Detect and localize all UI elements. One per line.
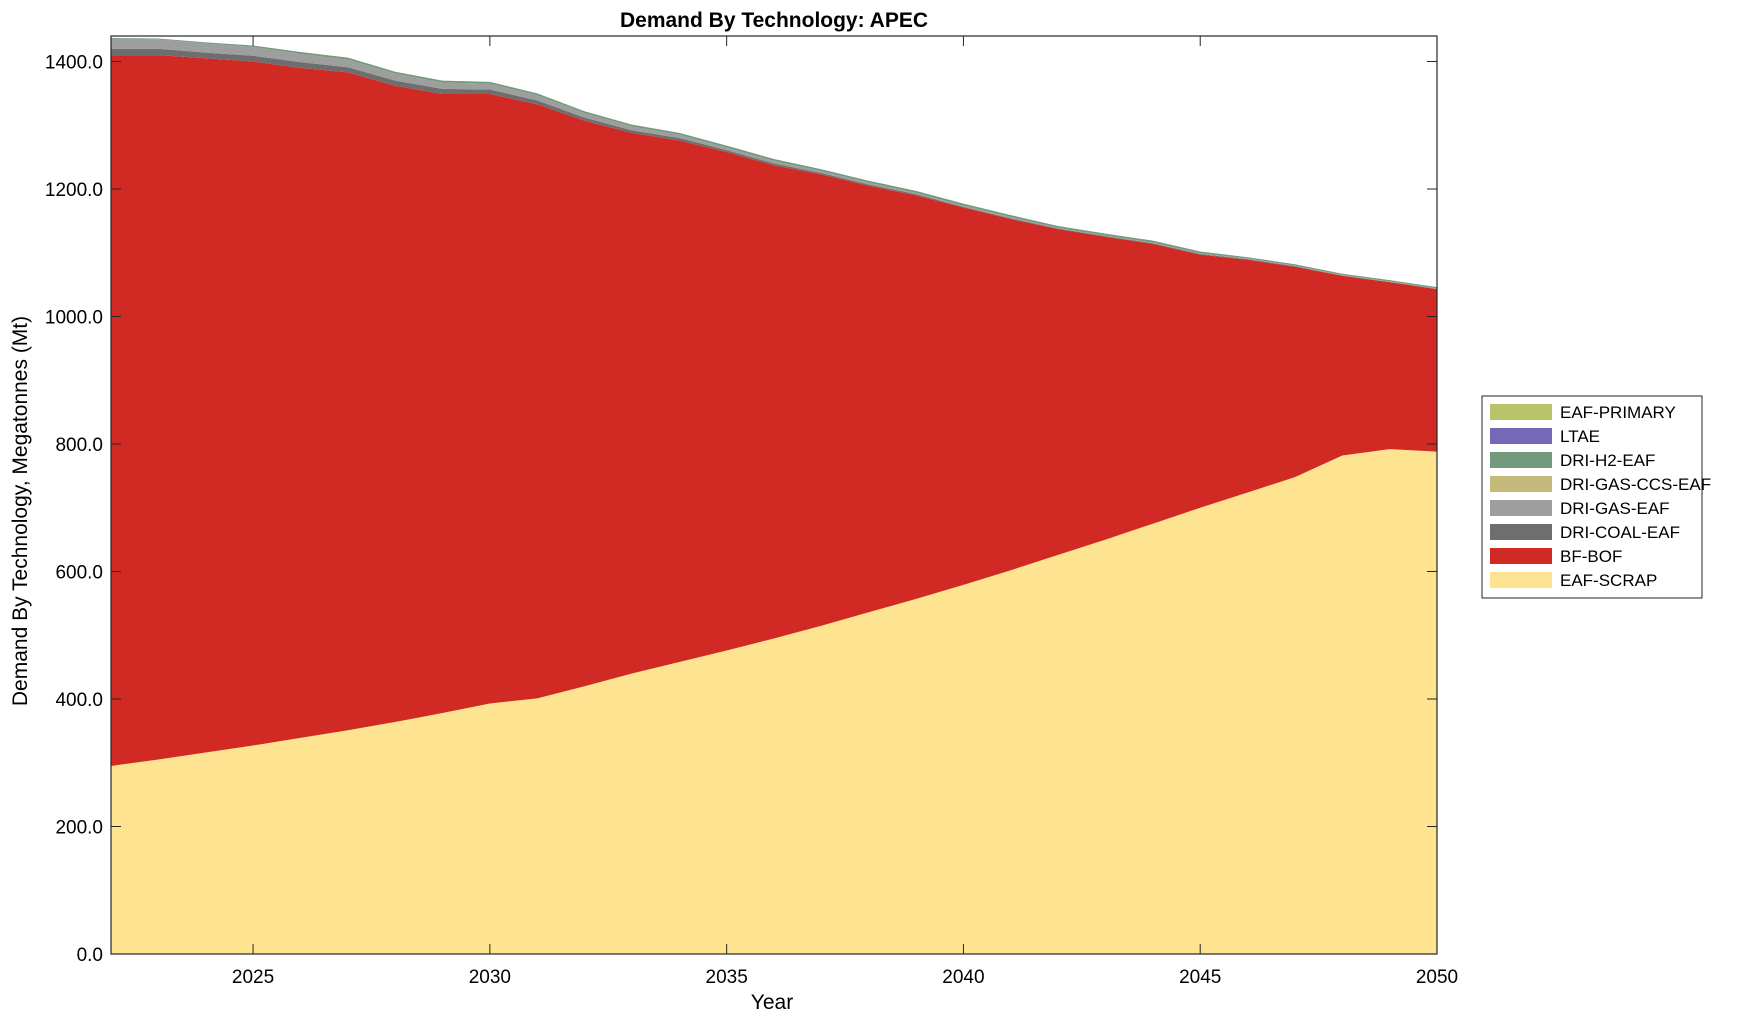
y-axis-title: Demand By Technology, Megatonnes (Mt)	[9, 316, 32, 706]
legend: EAF-PRIMARY LTAE DRI-H2-EAF DRI-GAS-CCS-EAF…	[1481, 395, 1711, 599]
legend-swatch-dri-coal-eaf	[1490, 524, 1552, 540]
legend-swatch-eaf-primary	[1490, 404, 1552, 420]
x-tick-label: 2045	[1179, 967, 1221, 988]
axis-ticks: 0.0 200.0 400.0 600.0 800.0 1000.0 1200.0 1400.…	[45, 36, 1458, 988]
legend-label-eaf-scrap: EAF-SCRAP	[1560, 571, 1657, 590]
plot-area	[111, 37, 1437, 954]
area-bf-bof	[111, 55, 1437, 766]
y-tick-label: 600.0	[55, 563, 103, 584]
y-tick-label: 400.0	[55, 690, 103, 711]
x-axis-title: Year	[751, 991, 793, 1014]
legend-label-dri-gas-eaf: DRI-GAS-EAF	[1560, 499, 1670, 518]
y-tick-label: 1200.0	[45, 180, 103, 201]
y-tick-label: 0.0	[77, 945, 103, 966]
legend-swatch-dri-gas-eaf	[1490, 500, 1552, 516]
legend-label-ltae: LTAE	[1560, 427, 1600, 446]
legend-label-dri-gas-ccs-eaf: DRI-GAS-CCS-EAF	[1560, 475, 1711, 494]
y-tick-label: 200.0	[55, 818, 103, 839]
legend-label-dri-coal-eaf: DRI-COAL-EAF	[1560, 523, 1680, 542]
legend-swatch-ltae	[1490, 428, 1552, 444]
y-tick-label: 800.0	[55, 435, 103, 456]
x-tick-label: 2030	[469, 967, 511, 988]
y-tick-label: 1400.0	[45, 53, 103, 74]
legend-swatch-eaf-scrap	[1490, 572, 1552, 588]
x-tick-label: 2040	[942, 967, 984, 988]
legend-label-eaf-primary: EAF-PRIMARY	[1560, 403, 1676, 422]
legend-swatch-dri-gas-ccs-eaf	[1490, 476, 1552, 492]
legend-swatch-bf-bof	[1490, 548, 1552, 564]
chart-title: Demand By Technology: APEC	[620, 9, 928, 32]
y-tick-label: 1000.0	[45, 308, 103, 329]
x-tick-label: 2025	[232, 967, 274, 988]
x-tick-label: 2035	[706, 967, 748, 988]
x-tick-label: 2050	[1416, 967, 1458, 988]
plot-frame	[110, 35, 1438, 955]
legend-label-dri-h2-eaf: DRI-H2-EAF	[1560, 451, 1655, 470]
legend-label-bf-bof: BF-BOF	[1560, 547, 1622, 566]
legend-swatch-dri-h2-eaf	[1490, 452, 1552, 468]
area-eaf-scrap	[111, 449, 1437, 954]
